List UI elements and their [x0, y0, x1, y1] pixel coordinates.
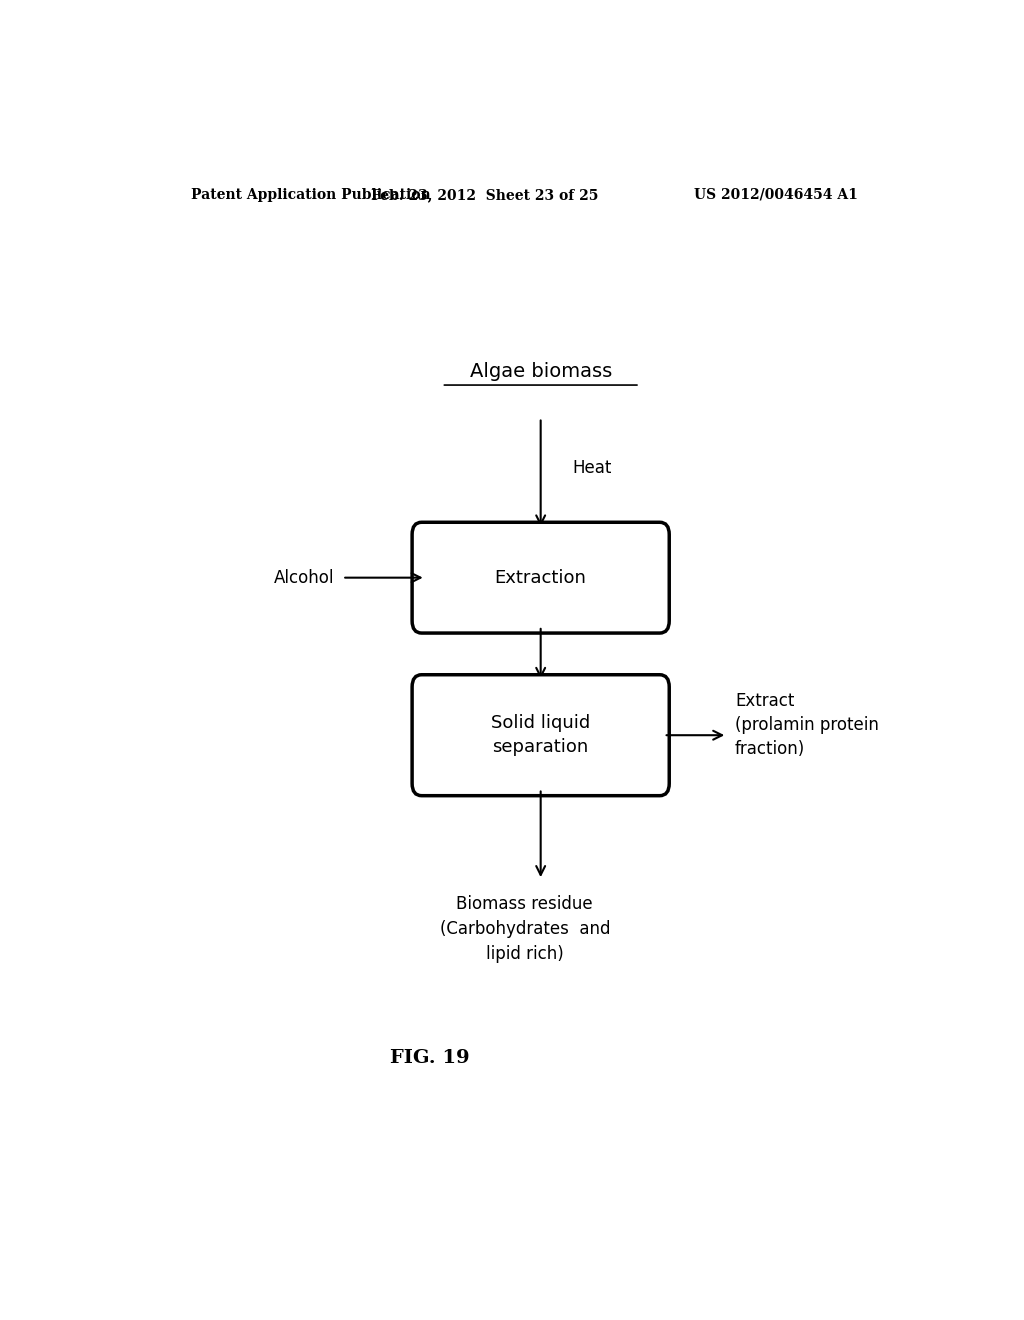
- Text: US 2012/0046454 A1: US 2012/0046454 A1: [694, 187, 858, 202]
- Text: Heat: Heat: [572, 459, 611, 478]
- Text: Biomass residue
(Carbohydrates  and
lipid rich): Biomass residue (Carbohydrates and lipid…: [439, 895, 610, 964]
- Text: Algae biomass: Algae biomass: [470, 363, 611, 381]
- Text: Feb. 23, 2012  Sheet 23 of 25: Feb. 23, 2012 Sheet 23 of 25: [372, 187, 599, 202]
- Text: Solid liquid
separation: Solid liquid separation: [492, 714, 590, 756]
- Text: Patent Application Publication: Patent Application Publication: [191, 187, 431, 202]
- FancyBboxPatch shape: [412, 675, 670, 796]
- FancyBboxPatch shape: [412, 523, 670, 634]
- Text: FIG. 19: FIG. 19: [390, 1049, 469, 1067]
- Text: Extraction: Extraction: [495, 569, 587, 586]
- Text: Alcohol: Alcohol: [273, 569, 334, 586]
- Text: Extract
(prolamin protein
fraction): Extract (prolamin protein fraction): [735, 693, 879, 758]
